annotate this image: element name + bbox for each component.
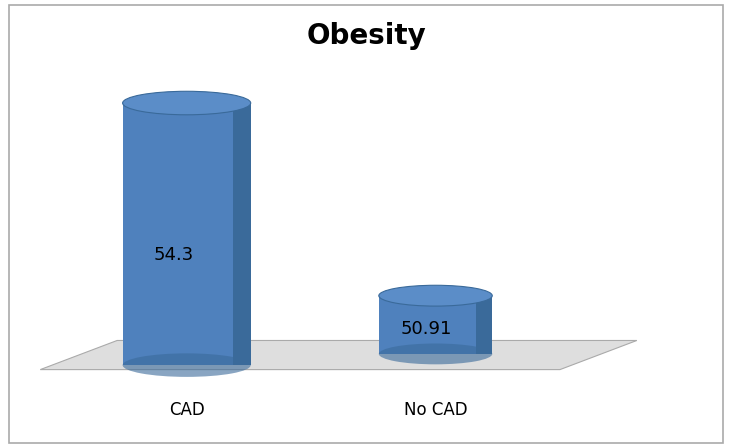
Text: CAD: CAD (169, 401, 204, 419)
Bar (379, 296, 492, 354)
Ellipse shape (123, 353, 250, 377)
Text: No CAD: No CAD (404, 401, 467, 419)
Text: Obesity: Obesity (306, 22, 426, 51)
Polygon shape (477, 296, 492, 354)
Text: 50.91: 50.91 (401, 320, 452, 338)
Polygon shape (40, 340, 637, 370)
Bar (123, 103, 250, 365)
Polygon shape (233, 103, 250, 365)
Ellipse shape (123, 91, 250, 115)
Ellipse shape (379, 344, 492, 364)
Ellipse shape (379, 285, 492, 306)
Text: 54.3: 54.3 (154, 246, 194, 264)
